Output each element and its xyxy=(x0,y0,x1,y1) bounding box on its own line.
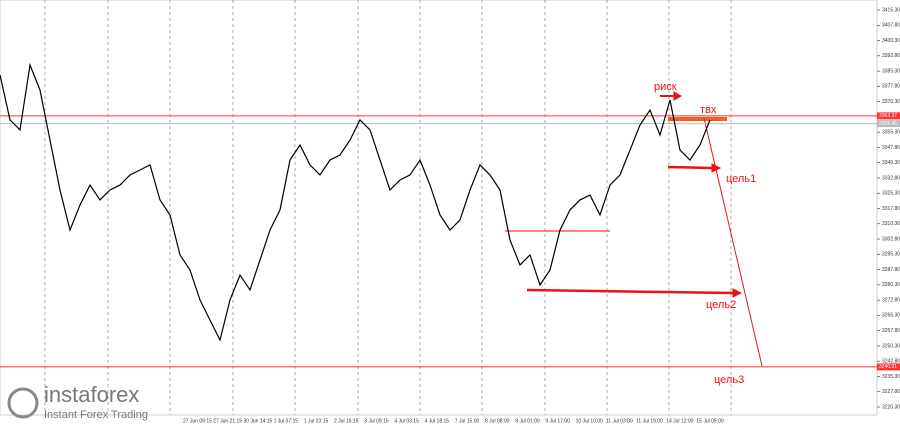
y-tick-label: 3272.80 xyxy=(882,297,900,303)
y-tick-label: 3325.30 xyxy=(882,191,900,197)
y-tick-label: 3280.30 xyxy=(882,282,900,288)
price-level-label: 3359.45 xyxy=(879,121,897,127)
y-tick-label: 3407.80 xyxy=(882,23,900,29)
y-tick-label: 3250.30 xyxy=(882,343,900,349)
x-tick-label: 11 Jul 03:00 xyxy=(606,418,633,424)
y-tick-label: 3310.30 xyxy=(882,221,900,227)
x-tick-label: 15 Jul 05:00 xyxy=(696,418,723,424)
price-level-box xyxy=(877,112,900,120)
x-tick-label: 3 Jul 09:15 xyxy=(364,418,389,424)
y-tick-label: 3287.80 xyxy=(882,267,900,273)
annotation: твх xyxy=(700,104,717,116)
y-tick-label: 3227.80 xyxy=(882,389,900,395)
y-tick-label: 3235.30 xyxy=(882,374,900,380)
x-tick-label: 7 Jul 15:00 xyxy=(455,418,480,424)
y-tick-label: 3302.80 xyxy=(882,236,900,242)
annotation: риск xyxy=(654,81,677,93)
logo-tagline: Instant Forex Trading xyxy=(44,409,148,421)
x-tick-label: 8 Jul 08:00 xyxy=(485,418,510,424)
price-line xyxy=(0,62,711,342)
annotation-lines xyxy=(505,91,763,367)
y-tick-label: 3392.80 xyxy=(882,53,900,59)
y-tick-label: 3220.30 xyxy=(882,404,900,410)
x-tick-label: 4 Jul 18:15 xyxy=(425,418,450,424)
x-tick-label: 27 Jun 09:15 xyxy=(183,418,212,424)
x-tick-label: 2 Jul 16:15 xyxy=(334,418,359,424)
plot-frame xyxy=(0,0,878,416)
y-tick-label: 3415.30 xyxy=(882,7,900,13)
x-tick-label: 4 Jul 03:15 xyxy=(394,418,419,424)
x-tick-label: 1 Jul 23:15 xyxy=(304,418,329,424)
y-tick-label: 3242.80 xyxy=(882,359,900,365)
y-tick-label: 3317.80 xyxy=(882,206,900,212)
annotation: цель2 xyxy=(706,299,736,311)
y-tick-label: 3340.30 xyxy=(882,160,900,166)
x-tick-label: 27 Jun 21:15 xyxy=(213,418,242,424)
y-tick-label: 3355.30 xyxy=(882,129,900,135)
y-tick-label: 3332.80 xyxy=(882,175,900,181)
logo: instaforex Instant Forex Trading xyxy=(7,382,148,421)
x-tick-label: 9 Jul 17:00 xyxy=(545,418,570,424)
y-tick-label: 3400.30 xyxy=(882,38,900,44)
x-tick-label: 9 Jul 01:00 xyxy=(515,418,540,424)
y-tick-label: 3347.80 xyxy=(882,145,900,151)
y-tick-label: 3385.30 xyxy=(882,68,900,74)
y-tick-label: 3295.30 xyxy=(882,252,900,258)
price-level-label: 3363.37 xyxy=(879,113,897,119)
price-level-box xyxy=(877,120,900,128)
x-tick-label: 11 Jul 19:00 xyxy=(636,418,663,424)
x-tick-label: 30 Jun 14:15 xyxy=(243,418,272,424)
annotation: цель3 xyxy=(714,374,744,386)
x-tick-label: 10 Jul 10:00 xyxy=(576,418,603,424)
x-tick-label: 14 Jul 12:00 xyxy=(666,418,693,424)
x-tick-label: 1 Jul 07:15 xyxy=(274,418,299,424)
y-tick-label: 3265.30 xyxy=(882,313,900,319)
y-tick-label: 3257.80 xyxy=(882,328,900,334)
price-level-box xyxy=(877,363,900,371)
logo-brand: instaforex xyxy=(44,382,139,407)
y-tick-label: 3370.30 xyxy=(882,99,900,105)
price-level-label: 3240.01 xyxy=(879,364,897,370)
logo-icon xyxy=(7,387,39,419)
annotation: цель1 xyxy=(726,173,756,185)
y-tick-label: 3377.80 xyxy=(882,84,900,90)
